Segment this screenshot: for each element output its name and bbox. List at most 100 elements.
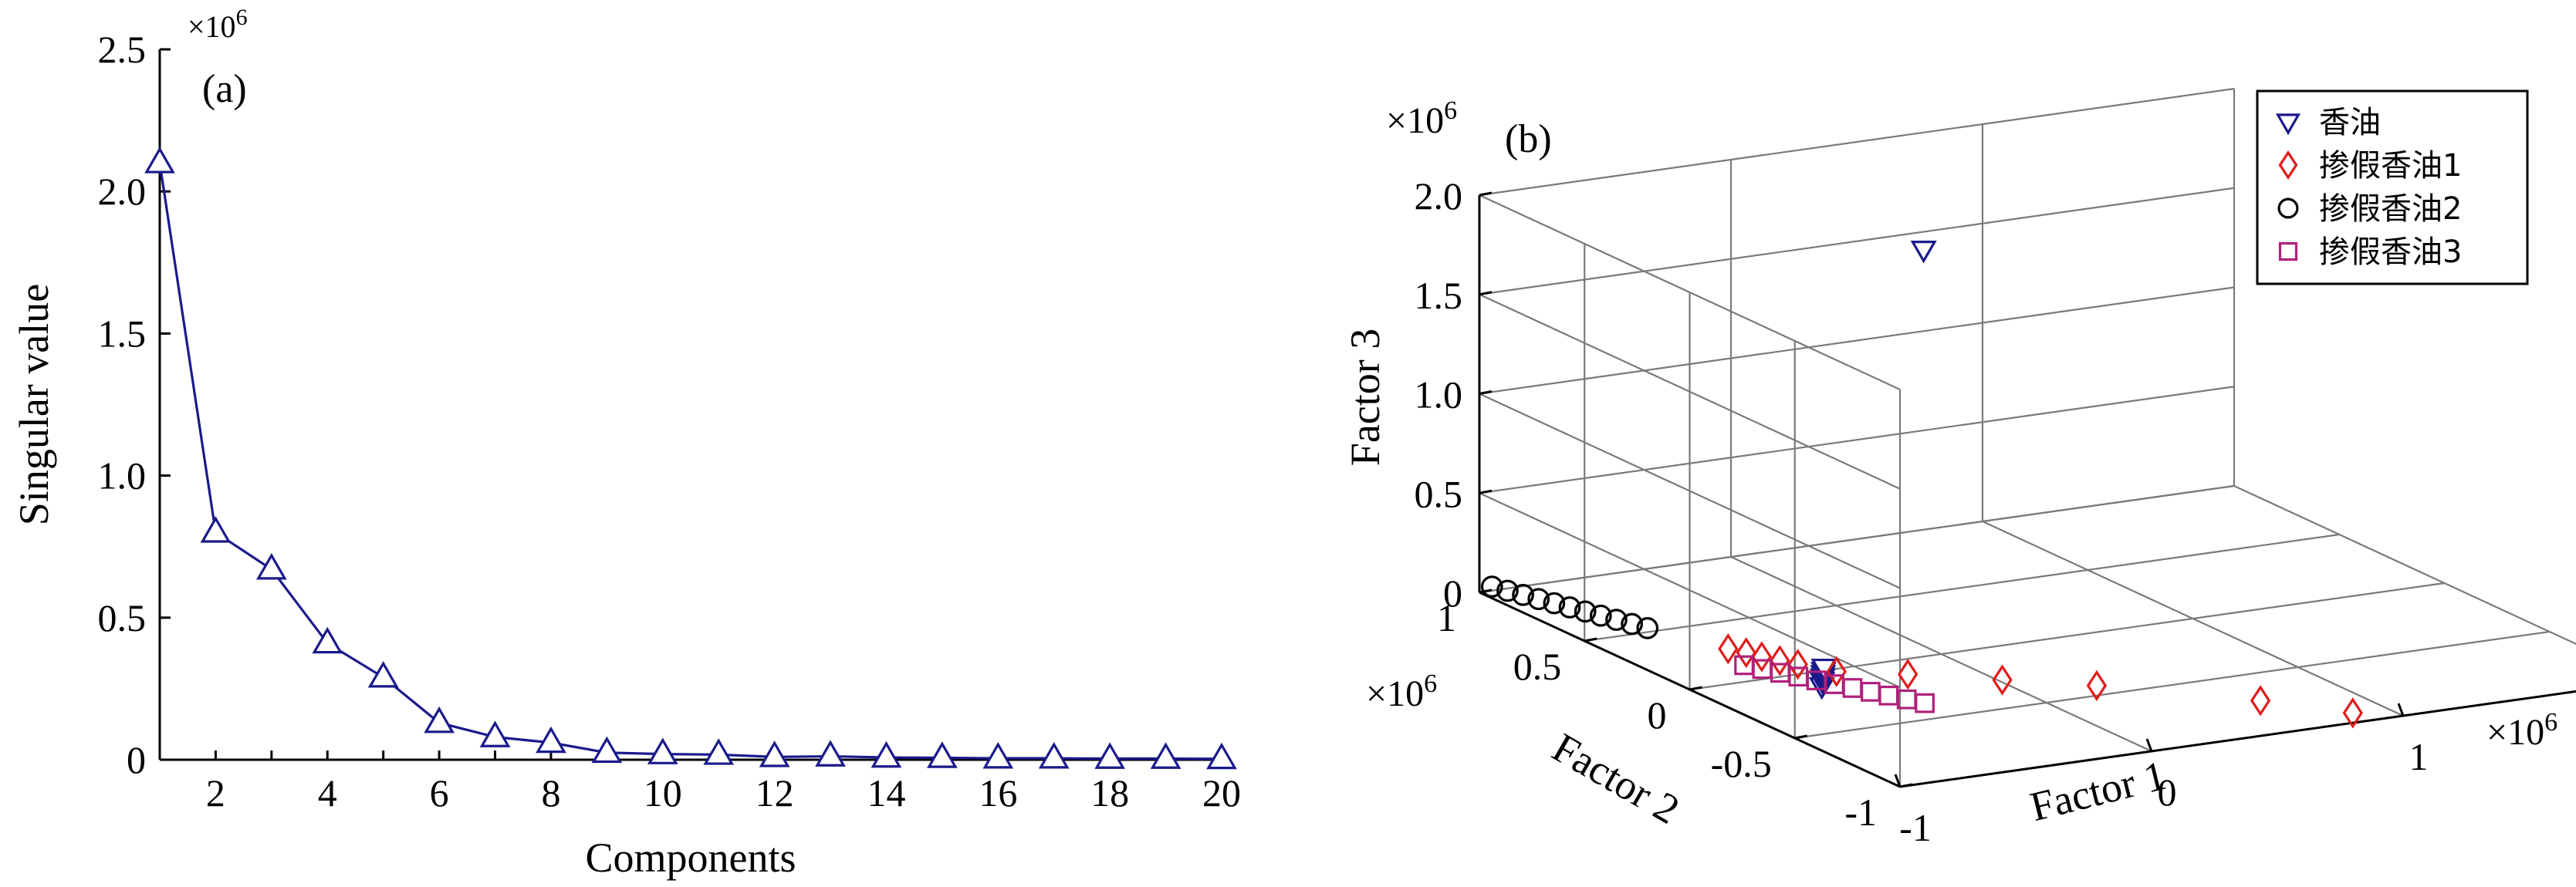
singular-value-point (982, 741, 1014, 769)
x-tick-label: 6 (430, 771, 449, 814)
legend-marker-1 (2278, 150, 2298, 180)
singular-value-point (647, 737, 678, 764)
y-tick-label: -0.5 (1711, 742, 1772, 785)
data-point-series-1 (2250, 685, 2271, 717)
y-multiplier: ×106 (188, 5, 248, 44)
y-tick (1689, 686, 1702, 691)
side-wall-grid-line (1479, 484, 2235, 594)
data-point-series-2 (1621, 612, 1643, 636)
x-axis-line (1899, 690, 2576, 788)
singular-value-point (367, 660, 399, 688)
data-point-series-1 (1992, 664, 2013, 696)
z-axis-title: Factor 3 (1342, 329, 1388, 466)
x-tick-label: 12 (756, 771, 794, 814)
singular-value-line (158, 163, 1222, 761)
floor-grid-line (1584, 533, 2340, 642)
singular-value-point (1094, 742, 1126, 769)
singular-value-point (1206, 742, 1237, 770)
singular-value-point (591, 736, 623, 764)
singular-value-point (424, 706, 455, 734)
floor-grid-line (2233, 485, 2576, 646)
y-tick (1479, 589, 1493, 594)
data-point-series-1 (1787, 649, 1808, 680)
z-tick-label: 1.5 (1415, 274, 1463, 317)
side-wall-grid-line (1479, 286, 2235, 395)
x-axis-title: Components (585, 835, 796, 881)
back-wall-grid-line (1479, 492, 1901, 689)
z-tick-label: 0 (1443, 572, 1462, 615)
data-point-series-2 (1543, 592, 1566, 615)
y-axis-title: Factor 2 (1545, 724, 1688, 833)
legend-label-0: 香油 (2319, 105, 2381, 140)
data-point-series-0 (1910, 240, 1937, 264)
panel-a: 0 0.5 1.0 1.5 2.0 2.5 2 4 6 8 10 12 14 16 18 20 Componen… (11, 5, 1241, 881)
y-tick-label: 0.5 (98, 596, 147, 639)
legend-label-2: 掺假香油2 (2319, 191, 2462, 227)
y-tick-label: 2.0 (98, 170, 147, 213)
y-tick (1584, 637, 1597, 642)
x-tick-label: 8 (541, 771, 560, 814)
data-point-series-3 (1842, 678, 1863, 698)
data-point-series-1 (2086, 669, 2108, 702)
x-axis-title: Factor 1 (2026, 752, 2171, 830)
data-point-series-3 (1861, 682, 1881, 702)
data-point-series-2 (1496, 579, 1519, 602)
singular-value-point (144, 147, 175, 174)
legend-box (2256, 89, 2529, 285)
singular-value-point (870, 740, 902, 768)
y-tick-label: 0 (1648, 693, 1667, 737)
z-tick-label: 2.0 (1415, 174, 1463, 218)
x-tick-label: 2 (206, 771, 225, 814)
x-tick-label: 0 (2158, 771, 2177, 814)
data-point-series-2 (1574, 600, 1597, 623)
data-point-series-2 (1512, 583, 1534, 606)
data-point-series-1 (1751, 641, 1773, 673)
panel-label-a: (a) (202, 67, 247, 111)
z-tick (1479, 489, 1493, 494)
x-tick-label: 4 (318, 771, 337, 814)
y-tick-label: 0 (127, 738, 146, 781)
z-tick (1479, 291, 1493, 296)
legend-marker-2 (2277, 197, 2299, 219)
singular-value-point (703, 738, 735, 765)
y-tick-label: -1 (1844, 791, 1877, 834)
side-wall-grid-line (1479, 386, 2235, 494)
x-tick-label: 16 (979, 771, 1017, 814)
singular-value-point (759, 740, 790, 767)
x-tick-label: 18 (1090, 771, 1129, 814)
data-point-series-2 (1558, 596, 1581, 619)
singular-value-point (815, 740, 846, 767)
legend-marker-0 (2275, 113, 2301, 136)
singular-value-point (1150, 742, 1182, 769)
back-wall-grid-line (1479, 393, 1901, 589)
data-point-series-2 (1605, 609, 1628, 631)
data-point-series-2 (1636, 616, 1659, 639)
data-point-series-3 (1878, 685, 1899, 706)
y-multiplier: ×106 (1366, 669, 1437, 714)
side-wall-grid-line (1479, 187, 2235, 295)
y-tick-label: 1.5 (98, 312, 147, 355)
back-wall-grid-line (1479, 194, 1901, 390)
x-tick (1894, 774, 1902, 788)
y-tick (1899, 783, 1913, 788)
data-point-series-1 (1898, 658, 1918, 690)
x-tick-label: 14 (867, 771, 905, 814)
legend-marker-3 (2278, 241, 2298, 261)
singular-value-point (927, 741, 958, 768)
y-tick-label: 1 (1437, 596, 1456, 639)
z-tick-label: 1.0 (1415, 373, 1463, 417)
legend-label-3: 掺假香油3 (2319, 234, 2462, 270)
x-tick-label: -1 (1899, 806, 1932, 849)
singular-value-point (200, 516, 232, 543)
z-tick (1479, 390, 1493, 395)
data-point-series-1 (1826, 656, 1847, 687)
y-axis-title: Singular value (11, 284, 57, 525)
data-point-series-2 (1589, 604, 1612, 627)
x-multiplier: ×106 (2486, 708, 2557, 753)
floor-grid-line (1899, 690, 2576, 788)
z-tick (1479, 191, 1493, 197)
singular-value-point (479, 720, 511, 747)
data-point-series-2 (1527, 588, 1550, 611)
singular-value-point (312, 626, 343, 654)
